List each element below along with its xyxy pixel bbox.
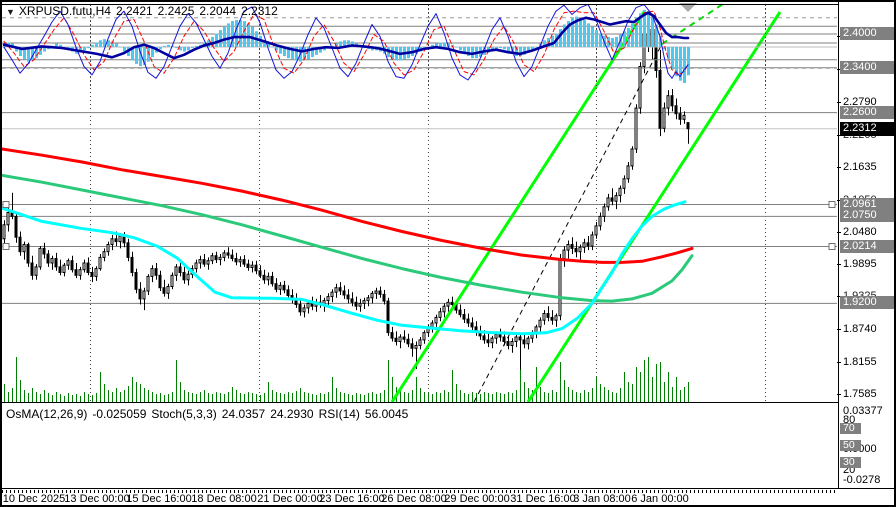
price-tick-mark: [837, 329, 841, 330]
time-axis-ticks: [2, 490, 838, 493]
mid-ma-green: [2, 173, 694, 303]
time-label: 31 Dec 16:00: [510, 493, 576, 505]
line-handle[interactable]: [828, 243, 836, 250]
price-tick-mark: [837, 264, 841, 265]
price-tick-mark: [837, 102, 841, 103]
slow-ma-red: [2, 147, 694, 264]
chart-title: ▼ XRPUSD.futu,H4 2.2421 2.2425 2.2044 2.2312: [6, 4, 283, 18]
stoch-label: Stoch(5,3,3): [151, 407, 217, 421]
price-tick: 2.1635: [843, 161, 877, 173]
price-tick-mark: [837, 69, 841, 70]
line-handle[interactable]: [2, 201, 10, 208]
osma-label: OsMA(12,26,9): [6, 407, 88, 421]
sub-level-badge: 50: [840, 440, 861, 451]
time-label: 15 Dec 16:00: [126, 493, 192, 505]
price-level-badge: 2.0214: [840, 240, 894, 253]
time-label: 23 Dec 16:00: [319, 493, 385, 505]
price-tick: 1.9895: [843, 258, 877, 270]
time-label: 10 Dec 2025: [2, 493, 66, 505]
rsi-label: RSI(14): [318, 407, 360, 421]
ohlc-close: 2.2312: [241, 4, 278, 18]
time-axis-border: [2, 488, 894, 489]
price-tick: 2.0480: [843, 226, 877, 238]
price-level-badge: 2.2600: [840, 106, 894, 119]
symbol-dropdown-icon[interactable]: ▼: [6, 7, 15, 17]
price-tick-mark: [837, 200, 841, 201]
price-axis-border: [838, 2, 839, 488]
price-level-badge: 2.0961: [840, 198, 894, 211]
trendline-marker-icon[interactable]: [679, 3, 697, 12]
line-handle[interactable]: [828, 201, 836, 208]
osma-value: -0.025059: [92, 407, 147, 421]
time-label: 21 Dec 00:00: [257, 493, 323, 505]
trendline-dashed-black[interactable]: [473, 43, 663, 403]
stoch-signal-value: 24.2930: [270, 407, 314, 421]
sub-level-badge: 70: [840, 423, 861, 434]
price-level-badge: 2.3400: [840, 61, 894, 74]
main-chart[interactable]: [2, 2, 838, 404]
sub-tick: -0.0278: [843, 474, 881, 486]
rsi-value: 56.0045: [364, 407, 409, 421]
price-tick: 2.2790: [843, 96, 877, 108]
symbol-name: XRPUSD.futu,H4: [18, 4, 111, 18]
indicator-labels: OsMA(12,26,9) -0.025059 Stoch(5,3,3) 24.035…: [6, 407, 413, 421]
price-level-badge: 1.9200: [840, 296, 894, 309]
channel-line-upper[interactable]: [390, 11, 646, 403]
candles-layer: [2, 16, 690, 370]
volume-bars: [4, 357, 689, 402]
fast-ma-cyan: [2, 200, 687, 336]
ohlc-high: 2.2425: [157, 4, 195, 18]
price-tick-mark: [837, 167, 841, 168]
price-tick-mark: [837, 232, 841, 233]
rsi-line: [2, 11, 690, 60]
time-label: 3 Jan 08:00: [573, 493, 631, 505]
line-handle[interactable]: [2, 243, 10, 250]
time-label: 29 Dec 00:00: [444, 493, 510, 505]
price-tick-mark: [837, 135, 841, 136]
price-tick: 1.8155: [843, 356, 877, 368]
price-tick: 1.7585: [843, 388, 877, 400]
sub-tick: 0.03377: [843, 405, 883, 417]
price-tick: 1.8740: [843, 323, 877, 335]
stoch-main-line: [3, 3, 689, 81]
stoch-main-value: 24.0357: [221, 407, 266, 421]
ohlc-low: 2.2044: [199, 4, 237, 18]
time-label: 6 Jan 00:00: [631, 493, 689, 505]
current-price-badge: 2.2312: [840, 122, 894, 136]
time-label: 26 Dec 08:00: [381, 493, 447, 505]
price-tick-mark: [837, 362, 841, 363]
price-tick-mark: [837, 296, 841, 297]
stoch-signal-line: [3, 10, 689, 76]
time-label: 18 Dec 08:00: [191, 493, 257, 505]
price-level-badge: 2.4000: [840, 27, 894, 40]
time-label: 13 Dec 00:00: [64, 493, 130, 505]
sub-level-badge: 30: [840, 457, 861, 468]
ohlc-open: 2.2421: [115, 4, 153, 18]
channel-line-lower[interactable]: [526, 11, 782, 403]
price-level-badge: 2.0750: [840, 209, 894, 222]
price-tick-mark: [837, 36, 841, 37]
indicator-sub-chart[interactable]: [2, 2, 838, 87]
price-tick-mark: [837, 394, 841, 395]
